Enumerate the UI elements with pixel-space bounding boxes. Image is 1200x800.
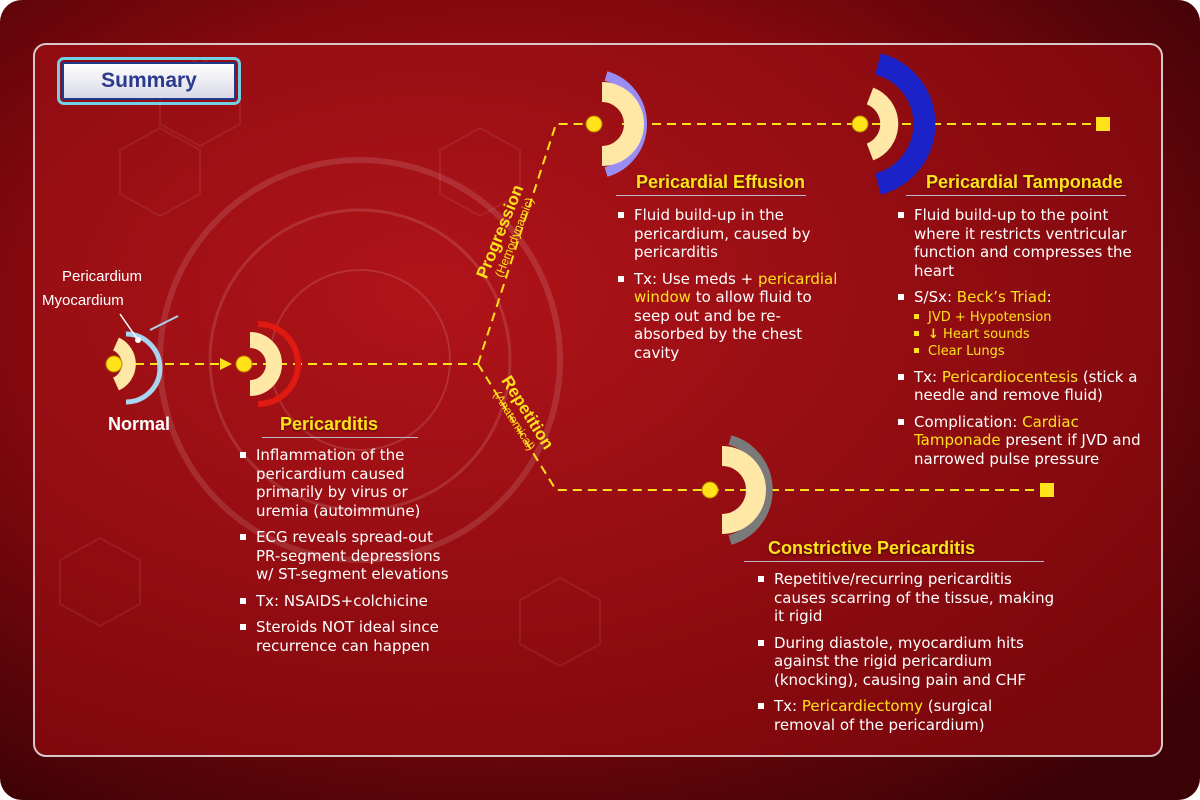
pericarditis-title: Pericarditis — [280, 414, 379, 434]
pericarditis-heart-icon — [235, 321, 301, 407]
pericarditis-bullet: ECG reveals spread-out PR-segment depres… — [238, 528, 460, 584]
triad-item: JVD + Hypotension — [914, 309, 1146, 326]
pericardial-window-highlight: pericardial window — [634, 269, 838, 307]
effusion-bullet: Tx: Use meds + pericardial window to all… — [616, 270, 848, 363]
becks-triad-list: JVD + Hypotension ↓ Heart sounds Clear L… — [914, 309, 1146, 360]
inner-panel — [33, 43, 1163, 757]
summary-header: Summary — [57, 57, 241, 105]
normal-title: Normal — [108, 414, 171, 434]
normal-heart-icon — [105, 313, 179, 405]
effusion-bullet: Fluid build-up in the pericardium, cause… — [616, 206, 848, 262]
constrictive-bullets: Repetitive/recurring pericarditis causes… — [756, 570, 1056, 742]
cardiac-tamponade-highlight: Cardiac Tamponade — [914, 412, 1079, 450]
effusion-heart-icon — [585, 71, 647, 177]
constrictive-underline — [744, 561, 1044, 562]
pericarditis-bullet: Inflammation of the pericardium caused p… — [238, 446, 460, 520]
pericarditis-bullet: Steroids NOT ideal since recurrence can … — [238, 618, 460, 655]
effusion-title: Pericardial Effusion — [636, 172, 806, 192]
tamponade-bullet: S/Sx: Beck’s Triad: JVD + Hypotension ↓ … — [896, 288, 1146, 360]
effusion-bullets: Fluid build-up in the pericardium, cause… — [616, 206, 848, 370]
pericardium-label: Pericardium — [62, 268, 143, 285]
becks-triad-highlight: Beck’s Triad — [956, 288, 1047, 306]
tamponade-underline — [906, 195, 1126, 196]
triad-item: Clear Lungs — [914, 343, 1146, 360]
pericardiectomy-highlight: Pericardiectomy — [801, 697, 924, 715]
tamponade-heart-icon — [851, 53, 936, 195]
tamponade-bullet: Complication: Cardiac Tamponade present … — [896, 413, 1146, 469]
pericardiocentesis-highlight: Pericardiocentesis — [941, 367, 1079, 386]
constrictive-bullet: Tx: Pericardiectomy (surgical removal of… — [756, 697, 1056, 734]
pericarditis-bullets: Inflammation of the pericardium caused p… — [238, 446, 460, 663]
constrictive-bullet: Repetitive/recurring pericarditis causes… — [756, 570, 1056, 626]
tamponade-bullets: Fluid build-up to the point where it res… — [896, 206, 1146, 476]
flow-connectors — [120, 123, 1102, 491]
effusion-underline — [616, 195, 806, 196]
tamponade-title: Pericardial Tamponade — [926, 172, 1123, 192]
constrictive-title: Constrictive Pericarditis — [768, 538, 976, 558]
tamponade-bullet: Tx: Pericardiocentesis (stick a needle a… — [896, 368, 1146, 405]
constrictive-bullet: During diastole, myocardium hits against… — [756, 634, 1056, 690]
tamponade-bullet: Fluid build-up to the point where it res… — [896, 206, 1146, 280]
pericarditis-underline — [262, 437, 418, 438]
myocardium-label: Myocardium — [42, 292, 124, 309]
summary-title: Summary — [101, 69, 197, 92]
constrictive-heart-icon — [701, 435, 773, 545]
end-marker-bottom — [1040, 483, 1054, 497]
arrow-head-icon — [220, 358, 232, 370]
hexagon-pattern — [59, 56, 601, 668]
down-arrow-icon: ↓ — [928, 326, 939, 342]
triad-item: ↓ Heart sounds — [914, 326, 1146, 343]
pericarditis-bullet: Tx: NSAIDS+colchicine — [238, 592, 460, 611]
end-marker-top — [1096, 117, 1110, 131]
